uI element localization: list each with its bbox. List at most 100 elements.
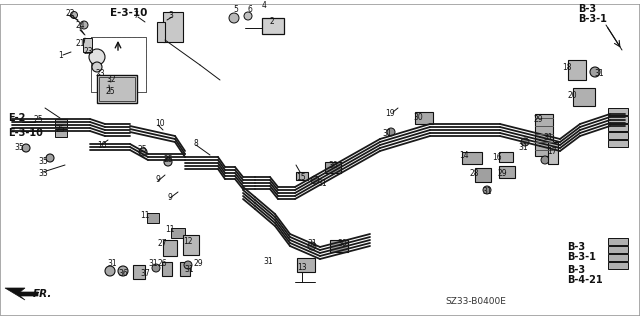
Text: 30: 30 <box>328 160 338 169</box>
Bar <box>83 38 92 52</box>
Bar <box>297 258 315 272</box>
Polygon shape <box>5 288 38 300</box>
Text: 18: 18 <box>562 63 572 72</box>
Bar <box>608 116 628 123</box>
Circle shape <box>308 242 316 250</box>
Text: 11: 11 <box>140 211 150 219</box>
Circle shape <box>164 158 172 166</box>
Text: 31: 31 <box>317 179 326 188</box>
Text: 31: 31 <box>148 258 157 268</box>
Text: 31: 31 <box>107 258 116 268</box>
Text: 21: 21 <box>76 39 86 48</box>
Circle shape <box>70 11 77 19</box>
Text: 31: 31 <box>594 70 604 78</box>
Bar <box>608 262 628 269</box>
Text: 9: 9 <box>155 175 160 184</box>
Text: 7: 7 <box>133 11 138 20</box>
Bar <box>608 140 628 147</box>
Bar <box>535 114 553 156</box>
Circle shape <box>590 67 600 77</box>
Text: 31: 31 <box>263 256 273 265</box>
Text: 15: 15 <box>296 174 306 182</box>
Circle shape <box>521 138 529 146</box>
Text: 25: 25 <box>33 115 43 124</box>
Text: 26: 26 <box>158 258 168 268</box>
Bar <box>262 18 284 34</box>
Circle shape <box>244 12 252 20</box>
Text: 3: 3 <box>168 11 173 20</box>
Text: E-3-10: E-3-10 <box>110 8 147 18</box>
Bar <box>55 119 67 127</box>
Circle shape <box>92 62 102 72</box>
Text: 36: 36 <box>118 270 128 278</box>
Circle shape <box>118 266 128 276</box>
Text: 23: 23 <box>83 48 93 56</box>
Text: 9: 9 <box>168 192 173 202</box>
Bar <box>99 77 135 101</box>
Text: 37: 37 <box>140 270 150 278</box>
Text: 4: 4 <box>262 1 267 10</box>
Bar <box>462 152 482 164</box>
Text: 31: 31 <box>543 132 552 142</box>
Text: 29: 29 <box>498 169 508 179</box>
Text: 31: 31 <box>307 240 317 249</box>
Bar <box>330 240 348 252</box>
Circle shape <box>152 264 160 272</box>
Text: SZ33-B0400E: SZ33-B0400E <box>445 298 506 307</box>
Text: 10: 10 <box>97 140 107 150</box>
Text: FR.: FR. <box>33 289 52 299</box>
Text: 31: 31 <box>382 129 392 137</box>
Bar <box>608 132 628 139</box>
Text: 27: 27 <box>158 240 168 249</box>
Bar <box>415 112 433 124</box>
Text: 1: 1 <box>58 50 63 60</box>
Circle shape <box>139 148 147 156</box>
Circle shape <box>483 186 491 194</box>
Text: 30: 30 <box>413 114 423 122</box>
Text: 31: 31 <box>184 264 194 273</box>
Text: B-4-21: B-4-21 <box>567 275 603 285</box>
Text: 10: 10 <box>155 120 164 129</box>
Text: 2: 2 <box>270 18 275 26</box>
Bar <box>608 108 628 115</box>
Bar <box>608 254 628 261</box>
Bar <box>97 75 137 103</box>
Bar <box>183 235 199 255</box>
Text: 29: 29 <box>534 115 543 124</box>
Bar <box>325 162 341 173</box>
Circle shape <box>229 13 239 23</box>
Bar <box>147 213 159 223</box>
Text: E-3-10: E-3-10 <box>8 128 43 138</box>
Bar <box>55 129 67 137</box>
Bar <box>163 12 183 42</box>
Text: E-2: E-2 <box>8 113 26 123</box>
Text: B-3-1: B-3-1 <box>578 14 607 24</box>
Text: 35: 35 <box>14 144 24 152</box>
Text: 13: 13 <box>297 263 307 271</box>
Bar <box>171 228 185 238</box>
Text: 14: 14 <box>459 151 468 160</box>
Text: 5: 5 <box>233 5 238 14</box>
Circle shape <box>46 154 54 162</box>
Text: B-3: B-3 <box>567 265 585 275</box>
Bar <box>157 22 165 42</box>
Bar <box>133 265 145 279</box>
Text: B-3: B-3 <box>578 4 596 14</box>
Text: 28: 28 <box>470 169 479 179</box>
Text: 31: 31 <box>518 143 527 152</box>
Bar <box>608 124 628 131</box>
Circle shape <box>387 128 395 136</box>
Text: 32: 32 <box>106 76 116 85</box>
Circle shape <box>89 49 105 65</box>
Bar <box>608 238 628 245</box>
Bar <box>499 166 515 178</box>
Bar <box>163 240 177 256</box>
Text: 11: 11 <box>165 226 175 234</box>
Text: B-3: B-3 <box>567 242 585 252</box>
Text: 25: 25 <box>105 87 115 97</box>
Circle shape <box>22 144 30 152</box>
Text: 25: 25 <box>56 125 66 135</box>
Text: B-3-1: B-3-1 <box>567 252 596 262</box>
Bar <box>296 172 308 180</box>
Text: 24: 24 <box>75 21 84 31</box>
